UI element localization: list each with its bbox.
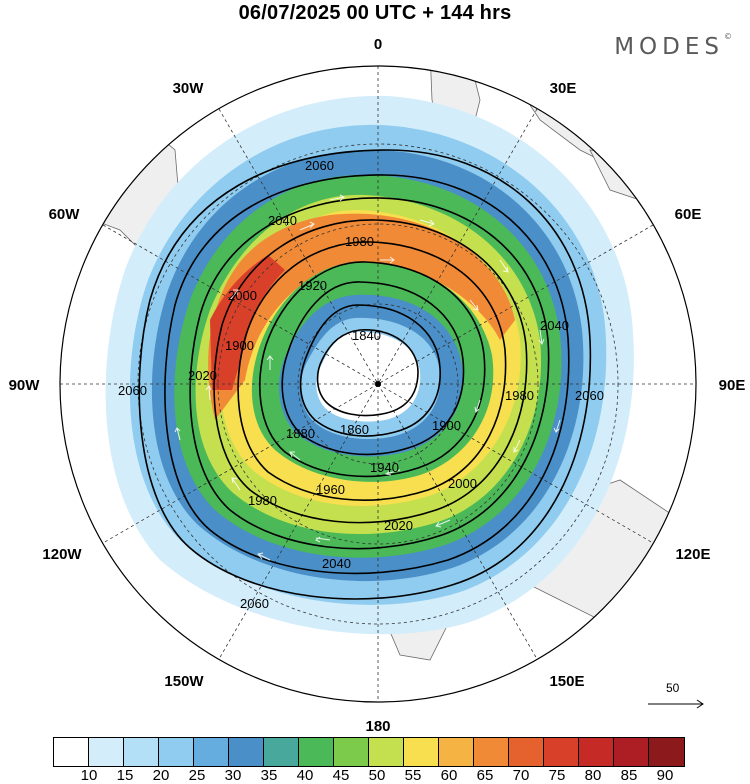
lon-label: 60W bbox=[49, 206, 81, 223]
lon-label: 90E bbox=[719, 377, 746, 394]
colorbar-tick-label: 10 bbox=[80, 767, 98, 784]
colorbar-swatch bbox=[299, 738, 334, 766]
contour-label: 2020 bbox=[384, 518, 413, 533]
colorbar-tick-label: 75 bbox=[548, 767, 566, 784]
colorbar-tick-label: 25 bbox=[188, 767, 206, 784]
colorbar-tick-label: 50 bbox=[368, 767, 386, 784]
contour-label: 2000 bbox=[228, 288, 257, 303]
contour-label: 2060 bbox=[305, 158, 334, 173]
colorbar-tick-label: 55 bbox=[404, 767, 422, 784]
forecast-title: 06/07/2025 00 UTC + 144 hrs bbox=[238, 2, 512, 24]
contour-label: 1960 bbox=[316, 482, 345, 497]
lon-label: 120W bbox=[42, 546, 82, 563]
colorbar-swatch bbox=[334, 738, 369, 766]
lon-label: 30W bbox=[173, 80, 205, 97]
contour-label: 1980 bbox=[345, 234, 374, 249]
colorbar-swatch bbox=[544, 738, 579, 766]
colorbar-tick-label: 80 bbox=[584, 767, 602, 784]
lon-label: 150E bbox=[549, 673, 584, 690]
colorbar-swatch bbox=[369, 738, 404, 766]
contour-label: 2060 bbox=[240, 596, 269, 611]
colorbar-swatch bbox=[474, 738, 509, 766]
brand-mark: © bbox=[724, 32, 732, 42]
wind-speed-colorbar bbox=[53, 737, 685, 767]
colorbar-tick-label: 45 bbox=[332, 767, 350, 784]
colorbar-tick-label: 20 bbox=[152, 767, 170, 784]
lon-label: 90W bbox=[9, 377, 41, 394]
colorbar-tick-label: 35 bbox=[260, 767, 278, 784]
contour-label: 2060 bbox=[118, 383, 147, 398]
colorbar-swatch bbox=[579, 738, 614, 766]
lon-label: 30E bbox=[550, 80, 577, 97]
contour-label: 1900 bbox=[225, 338, 254, 353]
wind-speed-shading bbox=[105, 95, 634, 635]
colorbar-swatch bbox=[54, 738, 89, 766]
brand-logo: MODES© bbox=[614, 32, 732, 60]
colorbar-swatch bbox=[614, 738, 649, 766]
longitude-labels: 0 30E 60E 90E 120E 150E 180 150W 120W 90… bbox=[9, 36, 746, 735]
height-contours bbox=[138, 149, 592, 600]
contour-label: 2040 bbox=[268, 213, 297, 228]
lon-label: 180 bbox=[365, 718, 390, 735]
colorbar-tick-label: 30 bbox=[224, 767, 242, 784]
lon-label: 0 bbox=[374, 36, 382, 53]
contour-label: 1920 bbox=[298, 278, 327, 293]
brand-name: MODES bbox=[614, 34, 724, 60]
colorbar-tick-label: 15 bbox=[116, 767, 134, 784]
contour-label: 2020 bbox=[188, 368, 217, 383]
contour-label: 1940 bbox=[370, 460, 399, 475]
colorbar-swatch bbox=[439, 738, 474, 766]
contour-label-group: 2060 2040 1980 1920 2000 1900 1840 2020 … bbox=[118, 158, 604, 611]
contour-label: 1980 bbox=[505, 388, 534, 403]
contour-label: 1860 bbox=[340, 422, 369, 437]
colorbar-tick-label: 85 bbox=[620, 767, 638, 784]
colorbar-swatch bbox=[124, 738, 159, 766]
colorbar-swatch bbox=[404, 738, 439, 766]
colorbar-swatch bbox=[229, 738, 264, 766]
lon-label: 150W bbox=[164, 673, 204, 690]
colorbar-tick-label: 65 bbox=[476, 767, 494, 784]
colorbar-tick-label: 40 bbox=[296, 767, 314, 784]
lon-label: 120E bbox=[675, 546, 710, 563]
contour-label: 2000 bbox=[448, 476, 477, 491]
colorbar-swatch bbox=[194, 738, 229, 766]
contour-label: 1840 bbox=[352, 328, 381, 343]
colorbar-swatch bbox=[649, 738, 684, 766]
contour-label: 1980 bbox=[248, 493, 277, 508]
contour-label: 2060 bbox=[575, 388, 604, 403]
colorbar-swatch bbox=[264, 738, 299, 766]
reference-vector-arrow bbox=[648, 699, 704, 709]
wind-vectors bbox=[174, 194, 561, 561]
contour-label: 2040 bbox=[322, 556, 351, 571]
contour-label: 1880 bbox=[286, 426, 315, 441]
lon-label: 60E bbox=[675, 206, 702, 223]
contour-label: 1900 bbox=[432, 418, 461, 433]
map-border bbox=[59, 65, 697, 703]
polar-wind-map: 2060 2040 1980 1920 2000 1900 1840 2020 … bbox=[9, 36, 746, 735]
colorbar-swatch bbox=[89, 738, 124, 766]
colorbar-tick-labels: 10 15 20 25 30 35 40 45 50 55 60 65 70 75 80 85 90 bbox=[53, 767, 702, 784]
colorbar-swatch bbox=[509, 738, 544, 766]
colorbar-tick-label: 90 bbox=[656, 767, 674, 784]
colorbar-tick-label: 70 bbox=[512, 767, 530, 784]
colorbar-tick-label: 60 bbox=[440, 767, 458, 784]
colorbar-swatch bbox=[159, 738, 194, 766]
contour-label: 2040 bbox=[540, 318, 569, 333]
reference-vector-label: 50 bbox=[666, 681, 680, 695]
south-pole-marker bbox=[375, 381, 381, 387]
